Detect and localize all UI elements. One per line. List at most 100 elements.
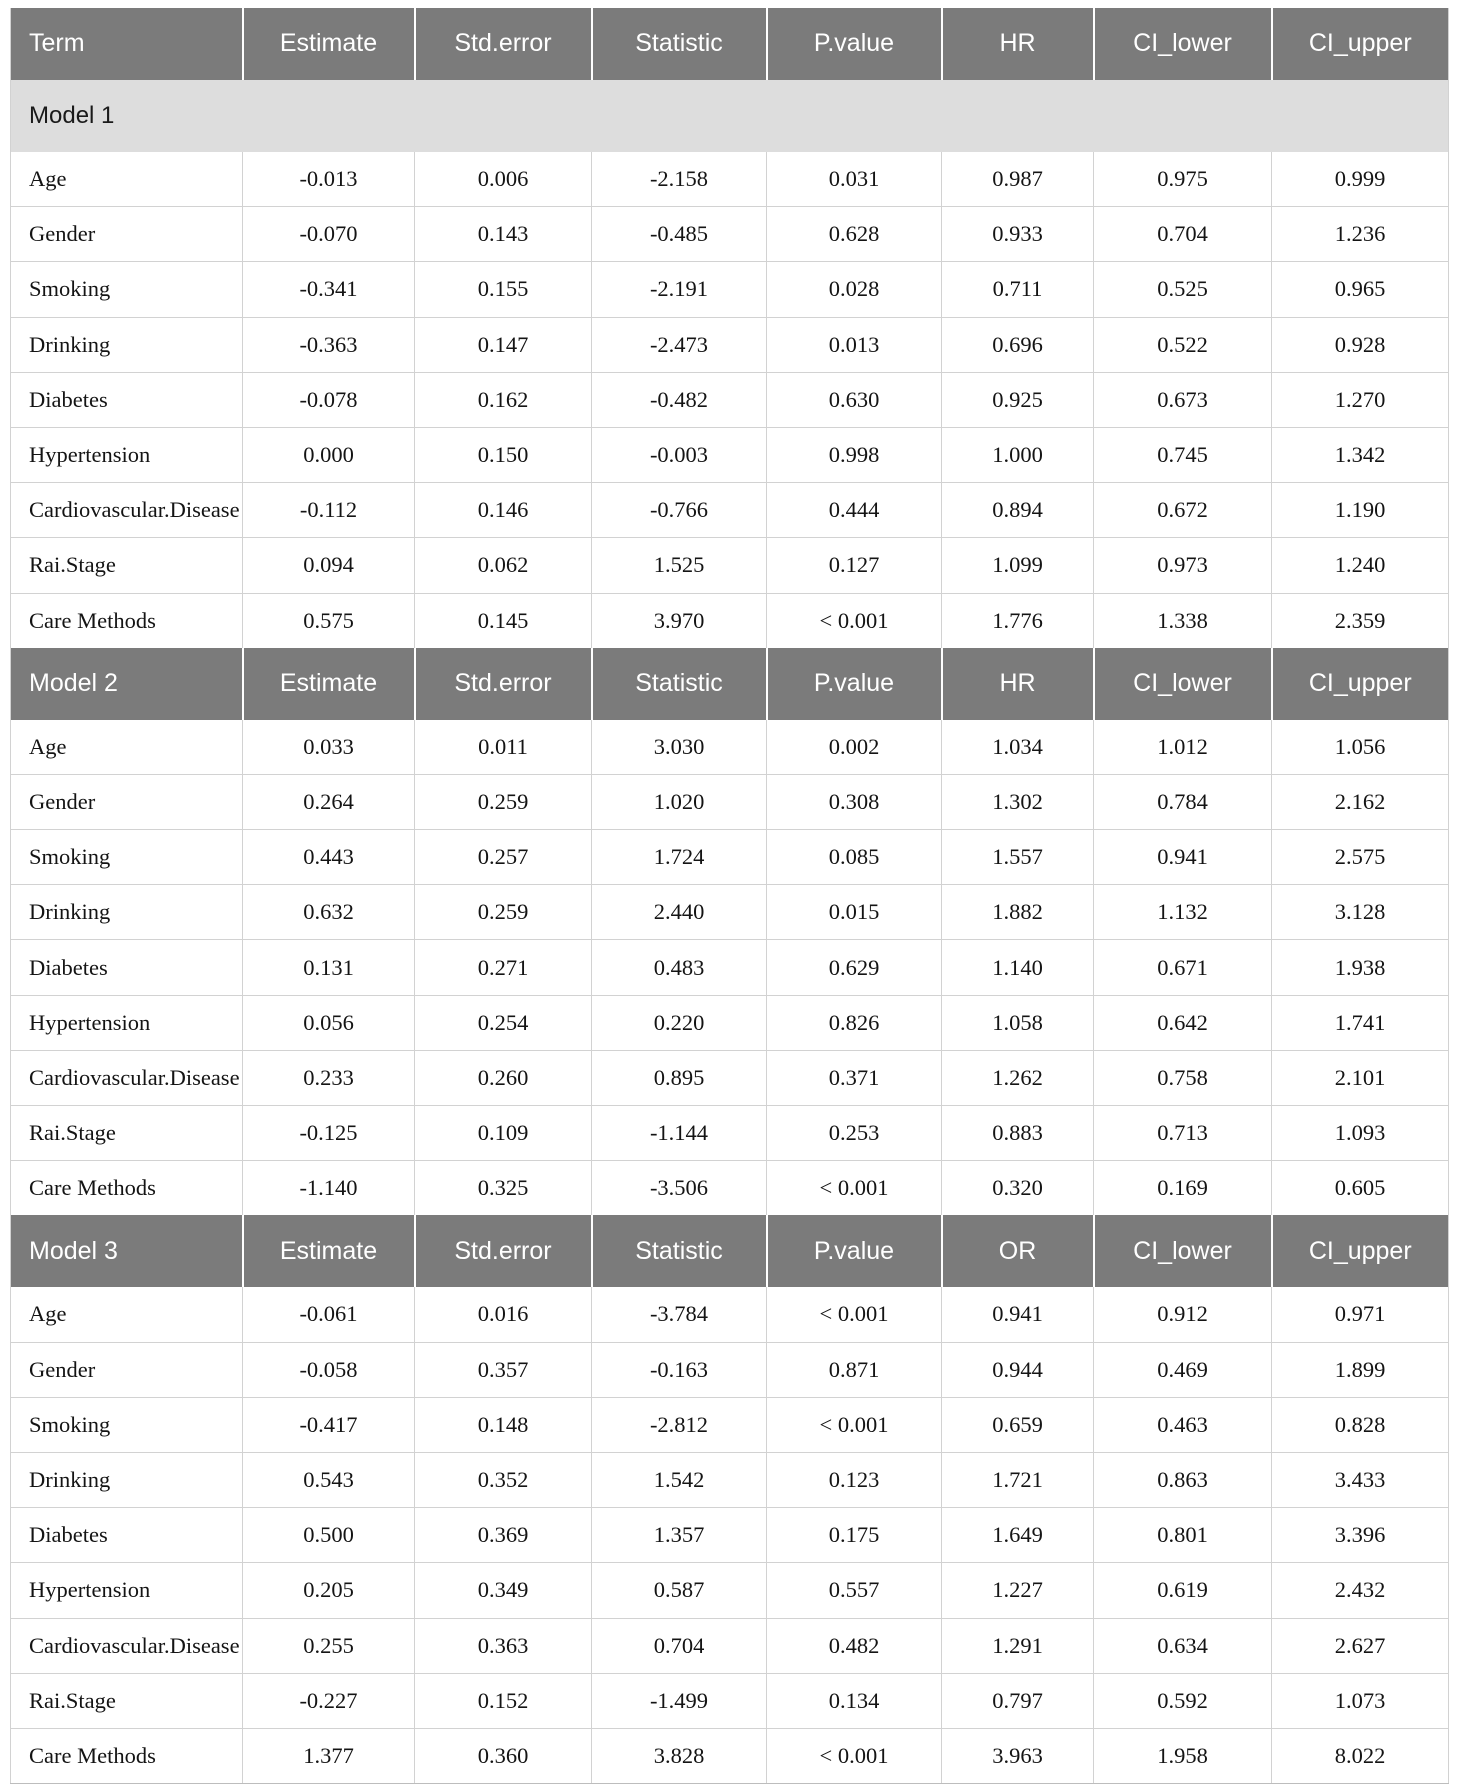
value-cell: -1.140 <box>242 1160 415 1216</box>
column-header-ci-lower: CI_lower <box>1093 647 1273 720</box>
value-cell: 8.022 <box>1271 1727 1449 1784</box>
value-cell: 1.099 <box>941 537 1094 593</box>
value-cell: -0.112 <box>242 482 415 538</box>
column-header-ci-lower: CI_lower <box>1093 1215 1273 1288</box>
value-cell: 0.801 <box>1093 1507 1272 1563</box>
table-header-row: Term Estimate Std.error Statistic P.value HR C… <box>10 8 1449 80</box>
term-cell: Hypertension <box>10 994 243 1051</box>
model-section-label: Model 3 <box>10 1215 244 1288</box>
model-section-header-row: Model 2 Estimate Std.error Statistic P.value… <box>10 647 1449 720</box>
value-cell: 1.132 <box>1093 884 1272 940</box>
value-cell: 0.973 <box>1093 537 1272 593</box>
value-cell: -0.078 <box>242 371 415 428</box>
value-cell: 0.033 <box>242 719 415 775</box>
value-cell: 0.145 <box>414 592 592 648</box>
column-header-estimate: Estimate <box>242 8 416 80</box>
value-cell: -0.227 <box>242 1672 415 1729</box>
model-section-header-row: Model 3 Estimate Std.error Statistic P.value… <box>10 1215 1449 1288</box>
value-cell: 0.220 <box>591 994 767 1051</box>
value-cell: 0.998 <box>766 426 942 483</box>
value-cell: 1.338 <box>1093 592 1272 648</box>
term-cell: Rai.Stage <box>10 537 243 593</box>
value-cell: 0.704 <box>591 1617 767 1674</box>
value-cell: 0.147 <box>414 316 592 373</box>
value-cell: 0.443 <box>242 829 415 885</box>
term-cell: Cardiovascular.Disease <box>10 1049 243 1106</box>
term-cell: Drinking <box>10 1451 243 1508</box>
table-row: Age 0.033 0.011 3.030 0.002 1.034 1.012 1.056 <box>10 719 1449 775</box>
value-cell: 2.162 <box>1271 773 1449 830</box>
model-section-band: Model 1 <box>10 80 1449 152</box>
term-cell: Diabetes <box>10 1507 243 1563</box>
value-cell: 1.227 <box>941 1562 1094 1618</box>
value-cell: 0.109 <box>414 1104 592 1161</box>
value-cell: 0.094 <box>242 537 415 593</box>
value-cell: -2.158 <box>591 152 767 207</box>
table-row: Rai.Stage -0.125 0.109 -1.144 0.253 0.883 0.71… <box>10 1104 1449 1161</box>
value-cell: 0.483 <box>591 939 767 996</box>
term-cell: Age <box>10 719 243 775</box>
value-cell: < 0.001 <box>766 1160 942 1216</box>
column-header-ci-lower: CI_lower <box>1093 8 1273 80</box>
value-cell: 1.525 <box>591 537 767 593</box>
column-header-statistic: Statistic <box>591 8 768 80</box>
value-cell: 0.357 <box>414 1341 592 1398</box>
value-cell: 1.882 <box>941 884 1094 940</box>
value-cell: 0.444 <box>766 482 942 538</box>
term-cell: Care Methods <box>10 1160 243 1216</box>
value-cell: 1.649 <box>941 1507 1094 1563</box>
value-cell: 0.143 <box>414 206 592 262</box>
value-cell: 0.971 <box>1271 1287 1449 1343</box>
value-cell: 1.776 <box>941 592 1094 648</box>
value-cell: 0.925 <box>941 371 1094 428</box>
term-cell: Care Methods <box>10 1727 243 1784</box>
column-header-estimate: Estimate <box>242 647 416 720</box>
table-row: Smoking 0.443 0.257 1.724 0.085 1.557 0.941 2.5… <box>10 829 1449 885</box>
value-cell: 0.525 <box>1093 261 1272 318</box>
value-cell: 2.359 <box>1271 592 1449 648</box>
value-cell: 0.006 <box>414 152 592 207</box>
value-cell: 0.002 <box>766 719 942 775</box>
term-cell: Age <box>10 1287 243 1343</box>
table-row: Care Methods -1.140 0.325 -3.506 < 0.001 0.32… <box>10 1160 1449 1216</box>
value-cell: -0.058 <box>242 1341 415 1398</box>
value-cell: -2.812 <box>591 1396 767 1453</box>
value-cell: 1.724 <box>591 829 767 885</box>
value-cell: -1.499 <box>591 1672 767 1729</box>
value-cell: 0.146 <box>414 482 592 538</box>
value-cell: 0.863 <box>1093 1451 1272 1508</box>
value-cell: 0.363 <box>414 1617 592 1674</box>
value-cell: -0.003 <box>591 426 767 483</box>
table-row: Age -0.061 0.016 -3.784 < 0.001 0.941 0.912 0.9… <box>10 1287 1449 1343</box>
value-cell: 0.015 <box>766 884 942 940</box>
value-cell: 0.463 <box>1093 1396 1272 1453</box>
value-cell: 0.543 <box>242 1451 415 1508</box>
value-cell: < 0.001 <box>766 592 942 648</box>
value-cell: 1.357 <box>591 1507 767 1563</box>
value-cell: 0.894 <box>941 482 1094 538</box>
value-cell: 0.912 <box>1093 1287 1272 1343</box>
value-cell: 1.056 <box>1271 719 1449 775</box>
value-cell: 1.240 <box>1271 537 1449 593</box>
column-header-ci-upper: CI_upper <box>1271 8 1449 80</box>
value-cell: 2.101 <box>1271 1049 1449 1106</box>
value-cell: 1.342 <box>1271 426 1449 483</box>
value-cell: 0.349 <box>414 1562 592 1618</box>
value-cell: 0.028 <box>766 261 942 318</box>
term-cell: Age <box>10 152 243 207</box>
column-header-statistic: Statistic <box>591 647 768 720</box>
table-row: Care Methods 1.377 0.360 3.828 < 0.001 3.963 1… <box>10 1727 1449 1784</box>
column-header-statistic: Statistic <box>591 1215 768 1288</box>
column-header-std-error: Std.error <box>414 8 593 80</box>
value-cell: 0.745 <box>1093 426 1272 483</box>
value-cell: 1.073 <box>1271 1672 1449 1729</box>
term-cell: Gender <box>10 773 243 830</box>
value-cell: -3.784 <box>591 1287 767 1343</box>
column-header-hr: HR <box>941 8 1095 80</box>
value-cell: 0.933 <box>941 206 1094 262</box>
value-cell: -0.061 <box>242 1287 415 1343</box>
value-cell: 0.152 <box>414 1672 592 1729</box>
table-row: Hypertension 0.000 0.150 -0.003 0.998 1.000 0.… <box>10 426 1449 483</box>
value-cell: 1.938 <box>1271 939 1449 996</box>
term-cell: Drinking <box>10 316 243 373</box>
